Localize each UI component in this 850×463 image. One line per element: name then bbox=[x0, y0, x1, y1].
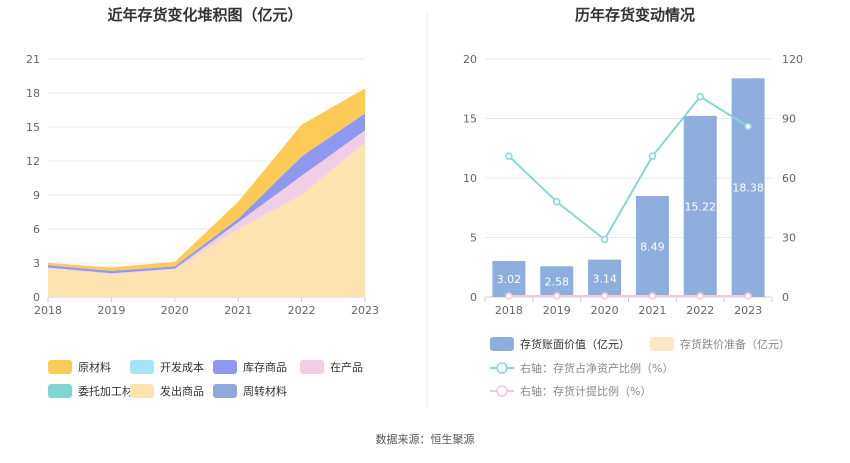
left-x-tick-label: 2021 bbox=[224, 304, 252, 317]
right-x-tick-label: 2023 bbox=[734, 304, 762, 317]
area-1 bbox=[48, 130, 365, 275]
left-y-tick-label: 21 bbox=[26, 53, 40, 66]
bar-inventory-value bbox=[635, 195, 669, 297]
right-y2-tick-label: 120 bbox=[782, 53, 803, 66]
left-y-tick-label: 18 bbox=[26, 87, 40, 100]
line-point bbox=[600, 235, 609, 244]
left-areas bbox=[48, 88, 365, 297]
right-y2-tick-label: 60 bbox=[782, 172, 796, 185]
right-y-tick-label: 20 bbox=[463, 53, 477, 66]
legend-swatch bbox=[300, 360, 324, 374]
right-x-axis: 2018 2019 2020 2021 2022 2023 bbox=[484, 297, 773, 317]
line-point bbox=[648, 152, 657, 160]
right-x-tick-label: 2018 bbox=[495, 304, 523, 317]
bar-value-label: 8.49 bbox=[640, 240, 665, 253]
left-x-tick-label: 2020 bbox=[161, 304, 189, 317]
legend-swatch bbox=[213, 360, 237, 374]
inventory-bar-line-chart: 历年存货变动情况 3.02 2.58 3.14 8.49 15.22 18.38 0 5 10… bbox=[463, 6, 803, 398]
left-x-tick-label: 2022 bbox=[288, 304, 316, 317]
legend-swatch bbox=[48, 384, 72, 398]
line-point bbox=[696, 292, 704, 300]
left-x-axis: 2018 2019 2020 2021 2022 2023 bbox=[34, 297, 379, 317]
bar-inventory-value bbox=[731, 78, 765, 297]
legend-swatch bbox=[130, 384, 154, 398]
bar-inventory-value bbox=[683, 115, 717, 297]
right-legend: 存货账面价值（亿元） 存货跌价准备（亿元） 右轴：存货占净资产比例（%） 右轴：存货计… bbox=[490, 337, 790, 398]
left-x-tick-label: 2018 bbox=[34, 304, 62, 317]
data-source-note: 数据来源：恒生聚源 bbox=[376, 432, 475, 446]
legend-label: 原材料 bbox=[78, 360, 111, 374]
legend-label: 存货跌价准备（亿元） bbox=[680, 337, 790, 351]
left-x-tick-label: 2023 bbox=[351, 304, 379, 317]
legend-label: 发出商品 bbox=[160, 384, 204, 398]
line-point bbox=[553, 198, 561, 206]
line-point bbox=[744, 122, 752, 131]
legend-swatch bbox=[213, 384, 237, 398]
right-y-axis-right: 0 30 60 90 120 bbox=[782, 53, 803, 304]
area-0 bbox=[48, 142, 365, 297]
legend-label: 右轴：存货计提比例（%） bbox=[520, 384, 651, 398]
line-point bbox=[600, 292, 609, 300]
right-bars: 3.02 2.58 3.14 8.49 15.22 18.38 bbox=[492, 78, 765, 297]
legend-label: 开发成本 bbox=[160, 360, 204, 374]
left-chart-title: 近年存货变化堆积图（亿元） bbox=[107, 6, 302, 24]
left-y-tick-label: 6 bbox=[33, 223, 40, 236]
legend-label: 库存商品 bbox=[243, 360, 287, 374]
right-x-tick-label: 2021 bbox=[638, 304, 666, 317]
legend-swatch bbox=[650, 337, 674, 351]
right-y-tick-label: 10 bbox=[463, 172, 477, 185]
line-point bbox=[696, 92, 704, 101]
line-point bbox=[505, 292, 513, 300]
left-y-tick-label: 9 bbox=[33, 189, 40, 202]
right-y-tick-label: 15 bbox=[463, 113, 477, 126]
legend-label: 存货账面价值（亿元） bbox=[520, 337, 630, 351]
legend-label: 委托加工材料 bbox=[78, 384, 144, 398]
right-x-tick-label: 2022 bbox=[686, 304, 714, 317]
right-grid bbox=[485, 58, 772, 298]
legend-line-marker bbox=[496, 362, 508, 374]
left-y-tick-label: 15 bbox=[26, 121, 40, 134]
right-chart-title: 历年存货变动情况 bbox=[575, 6, 695, 24]
legend-label: 在产品 bbox=[330, 360, 363, 374]
legend-swatch bbox=[130, 360, 154, 374]
bar-value-label: 15.22 bbox=[685, 200, 717, 213]
left-y-tick-label: 0 bbox=[33, 291, 40, 304]
line-point bbox=[744, 292, 752, 300]
bar-value-label: 3.02 bbox=[497, 273, 522, 286]
right-x-tick-label: 2019 bbox=[543, 304, 571, 317]
right-y-axis-left: 0 5 10 15 20 bbox=[463, 53, 477, 304]
legend-line-marker bbox=[496, 385, 508, 397]
left-y-axis: 0 3 6 9 12 15 18 21 bbox=[26, 53, 40, 304]
right-y-tick-label: 0 bbox=[470, 291, 477, 304]
legend-label: 周转材料 bbox=[243, 384, 287, 398]
line-point bbox=[505, 152, 513, 160]
bar-inventory-value bbox=[540, 266, 574, 297]
bar-value-label: 18.38 bbox=[732, 182, 764, 195]
right-x-tick-label: 2020 bbox=[591, 304, 619, 317]
right-y2-tick-label: 30 bbox=[782, 232, 796, 245]
bar-inventory-value bbox=[588, 259, 622, 297]
legend-label: 右轴：存货占净资产比例（%） bbox=[520, 361, 673, 375]
right-y2-tick-label: 90 bbox=[782, 113, 796, 126]
bar-inventory-value bbox=[492, 261, 526, 297]
bar-value-label: 3.14 bbox=[592, 272, 617, 285]
left-y-tick-label: 3 bbox=[33, 257, 40, 270]
legend-swatch bbox=[490, 337, 514, 351]
area-6 bbox=[48, 88, 365, 271]
bar-value-label: 2.58 bbox=[545, 276, 570, 289]
right-lines bbox=[505, 92, 752, 300]
right-y2-tick-label: 0 bbox=[782, 291, 789, 304]
left-y-tick-label: 12 bbox=[26, 155, 40, 168]
left-x-tick-label: 2019 bbox=[97, 304, 125, 317]
line-point bbox=[648, 292, 657, 300]
line-series-0 bbox=[508, 95, 749, 241]
line-point bbox=[553, 292, 561, 300]
legend-swatch bbox=[48, 360, 72, 374]
right-y-tick-label: 5 bbox=[470, 232, 477, 245]
